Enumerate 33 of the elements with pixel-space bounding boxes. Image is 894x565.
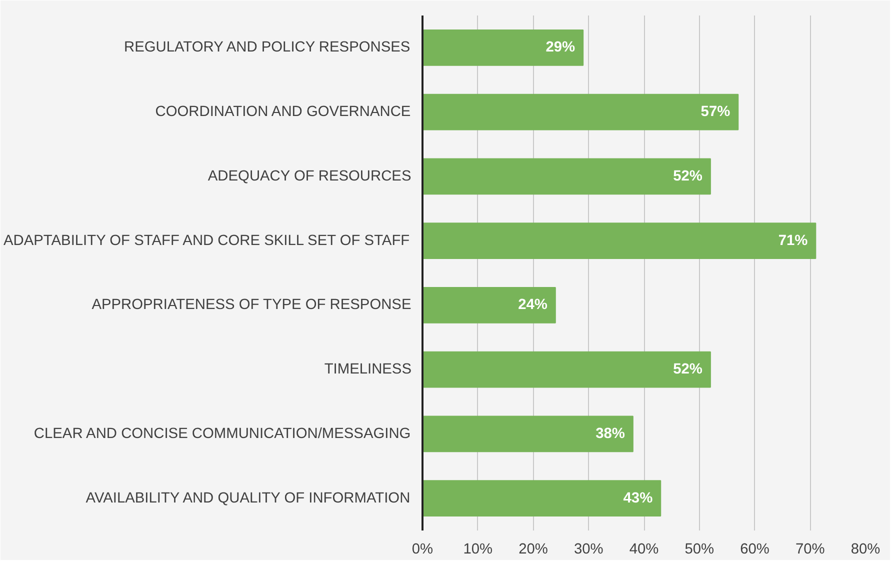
x-tick-label: 10% (463, 542, 493, 558)
x-tick-label: 60% (740, 542, 770, 558)
x-tick-label: 80% (850, 542, 880, 558)
x-tick-label: 70% (795, 542, 825, 558)
data-label: 52% (673, 362, 702, 378)
x-tick-label: 30% (574, 542, 604, 558)
y-tick-label: COORDINATION AND GOVERNANCE (155, 104, 411, 120)
y-tick-label: ADEQUACY OF RESOURCES (208, 168, 412, 184)
data-label: 38% (596, 426, 625, 442)
bar (422, 94, 739, 130)
data-label: 29% (546, 40, 576, 56)
data-label: 24% (518, 297, 548, 314)
data-label: 43% (623, 490, 653, 506)
bar (422, 158, 711, 195)
bar (422, 222, 816, 260)
y-tick-label: ADAPTABILITY OF STAFF AND CORE SKILL SET OF STAFF (4, 232, 410, 249)
x-tick-label: 50% (684, 542, 714, 558)
y-tick-label: TIMELINESS (324, 362, 412, 378)
y-tick-label: AVAILABILITY AND QUALITY OF INFORMATION (86, 490, 410, 506)
x-tick-label: 0% (412, 542, 434, 558)
data-label: 71% (778, 232, 808, 249)
bar (422, 416, 634, 452)
y-tick-label: APPROPRIATENESS OF TYPE OF RESPONSE (92, 297, 412, 314)
y-tick-label: CLEAR AND CONCISE COMMUNICATION/MESSAGING (34, 426, 411, 442)
bar (422, 29, 584, 66)
x-tick-label: 40% (629, 542, 659, 558)
bar (422, 480, 662, 517)
x-tick-label: 20% (518, 542, 548, 558)
data-label: 52% (673, 168, 702, 184)
y-tick-label: REGULATORY AND POLICY RESPONSES (124, 40, 410, 56)
bar (422, 286, 556, 324)
bar (422, 351, 711, 388)
data-label: 57% (700, 104, 730, 120)
